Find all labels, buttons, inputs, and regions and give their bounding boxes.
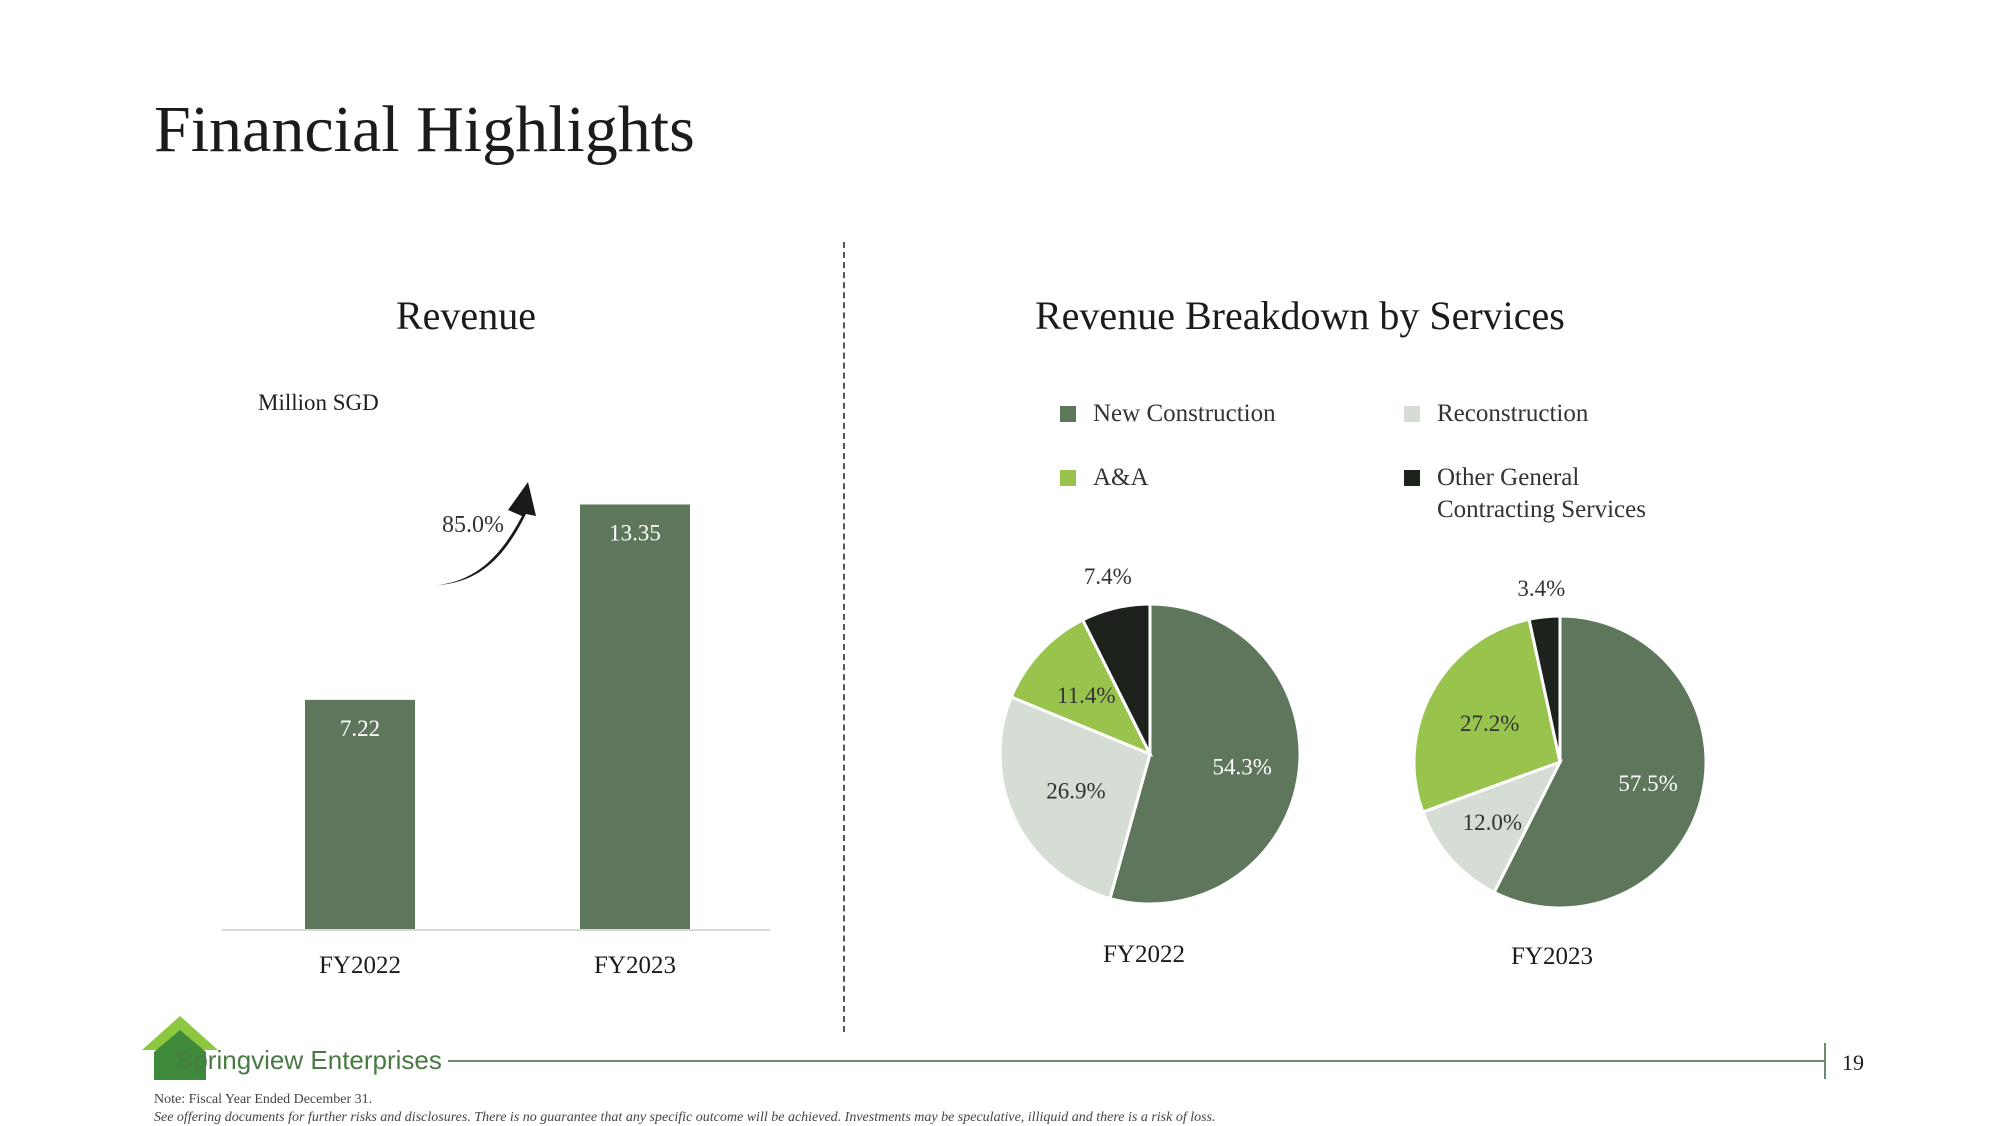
pie-slice-reconstruction [998, 695, 1152, 901]
breakdown-panel-title: Revenue Breakdown by Services [1035, 293, 1565, 338]
house-logo-icon [142, 1016, 218, 1080]
page-title: Financial Highlights [154, 93, 695, 166]
footer-rule [448, 1060, 1824, 1062]
legend-swatch [1060, 406, 1076, 422]
pie-slice-reconstruction [1420, 759, 1564, 895]
bar-value-label: 13.35 [609, 520, 661, 545]
pie-slice-new-construction [1492, 614, 1708, 910]
bar-category-label: FY2023 [594, 952, 676, 979]
revenue-bar-chart: 7.22 FY2022 13.35 FY2023 85.0% [222, 482, 770, 979]
pie-slice-label: 3.4% [1517, 576, 1565, 601]
pie-slice-label: 7.4% [1084, 564, 1132, 589]
pie-slice-label: 54.3% [1212, 755, 1271, 780]
pie-fy2023: 57.5% 12.0% 27.2% 3.4% FY2023 [1412, 576, 1708, 970]
pie-slice-label: 27.2% [1460, 711, 1519, 736]
bar-fy2023 [580, 504, 690, 930]
legend-item-other-general-contracting: Other General Contracting Services [1404, 462, 1677, 526]
pie-slice-other-general-contracting-services [1080, 602, 1152, 755]
legend-label: Other General Contracting Services [1437, 464, 1646, 523]
legend-label: Reconstruction [1437, 400, 1589, 427]
pie-slice-a-a [1009, 617, 1154, 757]
pie-slice-label: 26.9% [1046, 778, 1105, 803]
page-number: 19 [1842, 1050, 1864, 1075]
bar-category-label: FY2022 [319, 952, 401, 979]
legend-swatch [1060, 470, 1076, 486]
bar-fy2022 [305, 699, 415, 930]
pie-title: FY2022 [1103, 941, 1185, 968]
panel-divider [843, 242, 845, 1032]
legend-item-reconstruction: Reconstruction [1404, 398, 1677, 430]
pie-slice-label: 12.0% [1463, 810, 1522, 835]
pie-slice-label: 57.5% [1618, 771, 1677, 796]
bar-value-label: 7.22 [340, 716, 380, 741]
disclaimer: See offering documents for further risks… [154, 1110, 1216, 1125]
pie-title: FY2023 [1511, 943, 1593, 970]
company-logo-text: Springview Enterprises [176, 1045, 442, 1075]
revenue-breakdown-pies: 54.3% 26.9% 11.4% 7.4% FY2022 57.5% 12.0% 27.2%… [998, 564, 1708, 970]
legend-item-new-construction: New Construction [1060, 398, 1333, 430]
pie-fy2022: 54.3% 26.9% 11.4% 7.4% FY2022 [998, 564, 1302, 968]
revenue-panel-title: Revenue [396, 293, 536, 338]
pie-slice-label: 11.4% [1057, 683, 1116, 708]
curved-up-arrow-icon [438, 482, 536, 585]
legend-item-aa: A&A [1060, 462, 1333, 494]
pie-legend: New Construction Reconstruction A&A Othe… [1060, 398, 1700, 528]
legend-label: New Construction [1093, 400, 1276, 427]
footnote: Note: Fiscal Year Ended December 31. [154, 1092, 373, 1107]
growth-label: 85.0% [442, 512, 504, 538]
legend-label: A&A [1093, 464, 1149, 491]
revenue-unit-label: Million SGD [258, 390, 379, 415]
footer-rule-cap [1824, 1043, 1826, 1079]
pie-slice-new-construction [1108, 602, 1302, 906]
legend-swatch [1404, 470, 1420, 486]
pie-slice-a-a [1412, 617, 1562, 814]
pie-slice-other-general-contracting-services [1527, 614, 1562, 763]
legend-swatch [1404, 406, 1420, 422]
